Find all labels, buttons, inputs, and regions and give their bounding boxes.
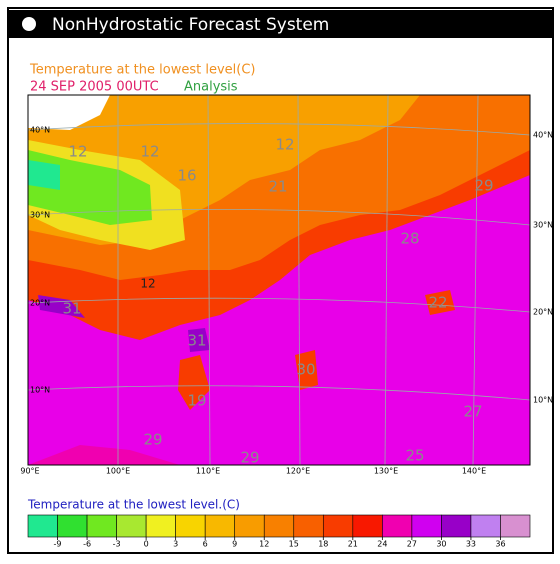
field-hot-1: [38, 295, 85, 318]
tick-label: 21: [348, 540, 358, 549]
color-swatch: [175, 514, 206, 538]
color-swatch: [500, 514, 531, 538]
lon-label: 100°E: [106, 467, 130, 476]
field-spot: [425, 290, 455, 315]
contour-label: 16: [177, 167, 196, 185]
contour-label: 28: [400, 230, 419, 248]
field-hot-2: [188, 328, 210, 352]
lat-label: 20°N: [533, 308, 553, 317]
contour-label: 30: [296, 361, 315, 379]
title-icon: [22, 17, 36, 31]
lon-label: 110°E: [196, 467, 220, 476]
contour-label: 12: [68, 143, 87, 161]
contour-label: 19: [187, 392, 206, 410]
tick-label: 15: [289, 540, 299, 549]
contour-labels: 12 12 12 16 21 29 28 22 31 31 30 19 29 2…: [62, 136, 493, 467]
color-swatch: [86, 514, 117, 538]
tick-label: 6: [203, 540, 208, 549]
tick-label: 27: [407, 540, 417, 549]
tick-label: 3: [173, 540, 178, 549]
color-swatch: [145, 514, 176, 538]
lat-label: 30°N: [30, 211, 50, 220]
color-swatch: [470, 514, 501, 538]
tick-label: 33: [466, 540, 476, 549]
field-island-2: [295, 350, 318, 390]
tick-label: 30: [436, 540, 446, 549]
contour-label: 27: [463, 403, 482, 421]
colorbar: -9 -6 -3 0 3 6 9 12 15 18 21 24 27 30 33 36: [27, 514, 531, 549]
tick-label: 36: [495, 540, 505, 549]
graticule: [28, 95, 530, 465]
color-swatch: [234, 514, 265, 538]
tick-label: -3: [113, 540, 121, 549]
color-swatch: [27, 514, 58, 538]
title-bar: [8, 10, 553, 38]
lat-labels: 40°N 30°N 20°N 10°N 40°N 30°N 20°N 10°N: [30, 126, 553, 405]
field-south: [28, 445, 180, 465]
lon-label: 120°E: [286, 467, 310, 476]
lat-label: 20°N: [30, 299, 50, 308]
colorbar-title: Temperature at the lowest level.(C): [27, 498, 240, 512]
frame: [7, 7, 554, 554]
contour-label: 21: [268, 178, 287, 196]
contour-label: 12: [140, 143, 159, 161]
tick-label: -6: [83, 540, 91, 549]
tick-label: -9: [54, 540, 62, 549]
contour-label: 12: [140, 277, 155, 291]
contour-label: 29: [143, 431, 162, 449]
lon-label: 130°E: [374, 467, 398, 476]
field-teal: [28, 160, 60, 190]
lon-labels: 90°E 100°E 110°E 120°E 130°E 140°E: [20, 467, 486, 476]
color-swatch: [411, 514, 442, 538]
contour-label: 31: [187, 332, 206, 350]
lat-label: 10°N: [30, 386, 50, 395]
title: NonHydrostatic Forecast System: [52, 15, 329, 35]
lon-label: 140°E: [462, 467, 486, 476]
tick-label: 12: [259, 540, 269, 549]
color-swatch: [352, 514, 383, 538]
date-label: 24 SEP 2005 00UTC: [30, 80, 159, 95]
tick-label: 0: [144, 540, 149, 549]
color-swatch: [382, 514, 413, 538]
lon-label: 90°E: [20, 467, 39, 476]
color-swatch: [204, 514, 236, 538]
analysis-label: Analysis: [184, 80, 238, 95]
lat-label: 10°N: [533, 396, 553, 405]
contour-label: 29: [240, 449, 259, 467]
tick-label: 24: [377, 540, 387, 549]
contour-label: 29: [474, 177, 493, 195]
variable-label: Temperature at the lowest level(C): [29, 63, 255, 78]
lat-label: 40°N: [533, 131, 553, 140]
color-swatch: [116, 514, 147, 538]
color-swatch: [57, 514, 88, 538]
contour-label: 22: [428, 294, 447, 312]
contour-label: 12: [275, 136, 294, 154]
contour-label: 25: [405, 447, 424, 465]
tick-label: 18: [318, 540, 328, 549]
map-border: [27, 94, 531, 466]
lat-label: 30°N: [533, 221, 553, 230]
field-island-1: [178, 355, 210, 410]
field-missing: [28, 95, 110, 130]
color-swatch: [293, 514, 324, 538]
lat-label: 40°N: [30, 126, 50, 135]
tick-label: 9: [232, 540, 237, 549]
color-swatch: [322, 514, 354, 538]
color-swatch: [441, 514, 472, 538]
color-swatch: [263, 514, 295, 538]
map-field: [28, 95, 530, 465]
contour-label: 31: [62, 300, 81, 318]
